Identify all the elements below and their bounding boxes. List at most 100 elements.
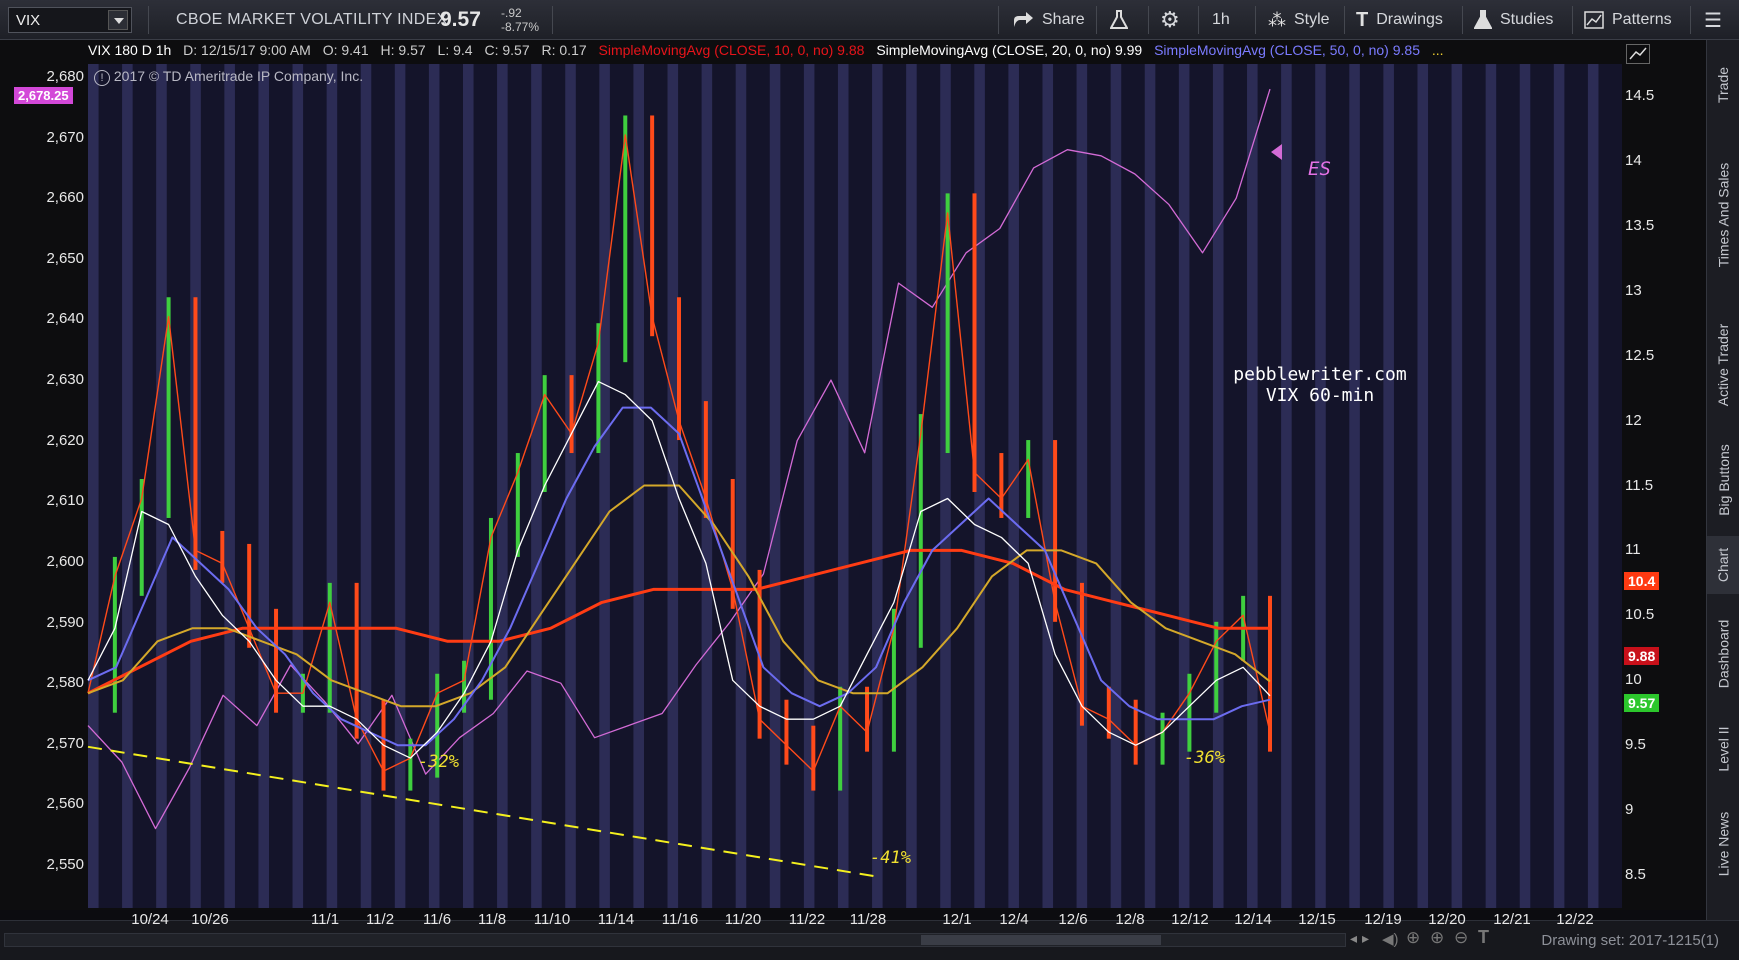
session-band [1144, 64, 1156, 908]
left-axis-tick: 2,680 [46, 68, 84, 85]
x-axis-tick: 11/8 [477, 911, 507, 928]
x-axis-tick: 12/6 [1058, 911, 1088, 928]
session-band [1008, 64, 1019, 908]
divider [1344, 6, 1345, 34]
gear-icon: ⚙ [1160, 7, 1180, 32]
vix-candle [1053, 440, 1058, 622]
vix-candle [1106, 686, 1111, 739]
x-axis-tick: 12/22 [1556, 911, 1594, 928]
vix-candle [623, 115, 628, 363]
studies-button[interactable]: Studies [1474, 0, 1553, 40]
x-axis-tick: 12/21 [1493, 911, 1531, 928]
sma200-line [87, 548, 1270, 695]
session-band [1247, 64, 1258, 908]
vix-candle [596, 323, 601, 454]
zoom-out-icon[interactable]: ◂ [1350, 930, 1358, 946]
divider [1572, 6, 1573, 34]
magnify-plus-icon[interactable]: ⊕ [1430, 928, 1445, 947]
x-axis-tick: 12/15 [1298, 911, 1336, 928]
horizontal-scrollbar[interactable] [4, 933, 1346, 947]
tab-big-buttons[interactable]: Big Buttons [1707, 430, 1739, 530]
line-chart-icon [1629, 47, 1647, 60]
price-chart[interactable] [0, 40, 1706, 910]
tab-chart[interactable]: Chart [1707, 536, 1739, 594]
vix-candle [1187, 673, 1192, 752]
text-icon[interactable]: T [1478, 927, 1489, 947]
sma10-label[interactable]: SimpleMovingAvg (CLOSE, 10, 0, no) 9.88 [599, 42, 865, 58]
scrollbar-thumb[interactable] [921, 935, 1161, 945]
right-axis-tick: 8.5 [1625, 866, 1646, 883]
session-band [1587, 64, 1599, 908]
vix-candle [327, 582, 332, 713]
right-side-panel: Trade Times And Sales Active Trader Big … [1706, 40, 1739, 920]
share-button[interactable]: Share [1012, 0, 1085, 40]
x-axis-tick: 11/6 [422, 911, 452, 928]
session-band [906, 64, 917, 908]
patterns-button[interactable]: Patterns [1584, 0, 1672, 40]
right-axis-tick: 9 [1625, 801, 1634, 819]
es-marker-icon [1271, 144, 1282, 160]
vix-candle [139, 479, 144, 596]
right-axis-tick: 11 [1625, 541, 1641, 559]
vix-candle [247, 543, 252, 648]
interval-button[interactable]: 1h [1212, 0, 1230, 40]
session-band [428, 64, 440, 908]
divider [1255, 6, 1256, 34]
right-axis-tick: 10.5 [1625, 606, 1655, 624]
menu-button[interactable]: ☰ [1704, 0, 1722, 40]
settings-button[interactable]: ⚙ [1160, 0, 1180, 40]
tab-news-label: Live News [1715, 811, 1732, 877]
tab-level-ii[interactable]: Level II [1707, 714, 1739, 784]
flask-button[interactable] [1110, 0, 1128, 40]
chart-area[interactable] [0, 40, 1706, 910]
magnify-minus-icon[interactable]: ⊖ [1454, 928, 1469, 947]
sma20-label[interactable]: SimpleMovingAvg (CLOSE, 20, 0, no) 9.99 [876, 42, 1142, 58]
watermark-site: pebblewriter.com [1233, 364, 1407, 385]
symbol-input[interactable]: VIX [8, 7, 132, 33]
session-band [1076, 64, 1088, 908]
left-axis-tick: 2,630 [46, 371, 84, 389]
last-price-badge: 9.57 [1624, 694, 1660, 712]
chevron-down-icon[interactable] [108, 10, 128, 30]
tab-live-news[interactable]: Live News [1707, 794, 1739, 894]
session-band [224, 64, 235, 908]
x-axis-tick: 11/22 [788, 911, 826, 928]
tab-active-label: Active Trader [1715, 323, 1732, 407]
style-button[interactable]: ⁂ Style [1268, 0, 1330, 40]
vix-candle [112, 556, 117, 713]
bar-low: L: 9.4 [437, 42, 473, 58]
tab-trade-label: Trade [1715, 66, 1732, 104]
tab-active-trader[interactable]: Active Trader [1707, 310, 1739, 420]
plot-background [88, 64, 1622, 908]
top-toolbar: VIX CBOE MARKET VOLATILITY INDEX 9.57 -.… [0, 0, 1739, 40]
change-percent: -8.77% [501, 20, 540, 34]
x-axis-tick: 11/1 [310, 911, 340, 928]
speaker-icon[interactable]: ◀) [1382, 931, 1399, 948]
share-icon [1014, 12, 1033, 27]
vix-candle [972, 193, 977, 492]
tab-times-label: Times And Sales [1715, 162, 1732, 268]
tab-dashboard[interactable]: Dashboard [1707, 604, 1739, 704]
status-bar: ◂ ▸ ◀) ⊕ ⊕ ⊖ T Drawing set: 2017-1215(1) [0, 920, 1739, 960]
x-axis-tick: 12/20 [1428, 911, 1466, 928]
session-band [88, 64, 99, 908]
info-icon: ! [94, 70, 110, 86]
vix-candle [1079, 582, 1084, 726]
crosshair-icon[interactable]: ⊕ [1406, 928, 1421, 947]
chart-type-toggle[interactable] [1626, 44, 1650, 64]
sma50-label[interactable]: SimpleMovingAvg (CLOSE, 50, 0, no) 9.85 [1154, 42, 1420, 58]
vix-candle [435, 673, 440, 778]
right-axis-tick: 12.5 [1625, 346, 1655, 364]
interval-label: 1h [1212, 11, 1230, 28]
drawings-button[interactable]: T Drawings [1356, 0, 1443, 40]
zoom-in-icon[interactable]: ▸ [1362, 930, 1370, 946]
tab-trade[interactable]: Trade [1707, 50, 1739, 120]
more-studies[interactable]: ... [1431, 42, 1444, 58]
right-axis-tick: 13.5 [1625, 216, 1655, 234]
divider [1148, 6, 1149, 34]
left-axis-tick: 2,590 [46, 613, 84, 631]
left-axis-tick: 2,620 [46, 431, 84, 449]
vix-candle [569, 375, 574, 454]
drawing-set-label: Drawing set: 2017-1215(1) [1541, 932, 1719, 949]
tab-times-and-sales[interactable]: Times And Sales [1707, 130, 1739, 300]
